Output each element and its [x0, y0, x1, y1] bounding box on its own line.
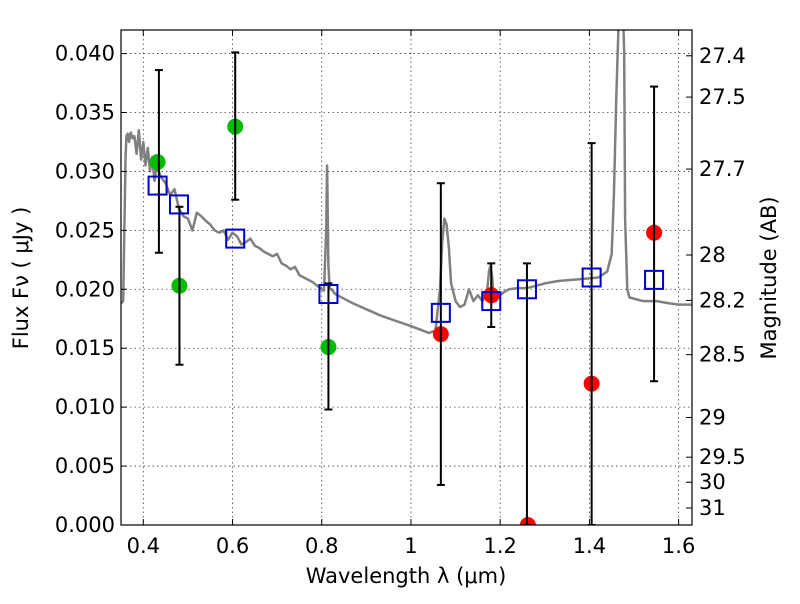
mag-tick-label: 27.7 — [699, 157, 746, 181]
spectrum-line — [121, 30, 692, 335]
model-photometry-square — [644, 269, 665, 290]
mag-tick-label: 30 — [699, 470, 726, 494]
model-photometry-square — [481, 291, 502, 312]
model-photometry-square — [430, 302, 451, 323]
x-tick-label: 1.6 — [662, 534, 695, 558]
x-tick-label: 1 — [404, 534, 417, 558]
y-tick-label: 0.000 — [55, 513, 115, 537]
model-photometry-square — [318, 284, 339, 304]
mag-tick-label: 31 — [699, 496, 726, 520]
x-axis-title: Wavelength λ (μm) — [306, 564, 507, 588]
y-tick-label: 0.025 — [55, 218, 115, 242]
y-tick-label: 0.015 — [55, 336, 115, 360]
mag-tick-label: 28.5 — [699, 343, 746, 367]
x-tick-label: 0.4 — [127, 534, 160, 558]
green-data-point — [149, 154, 166, 170]
y-tick-label: 0.020 — [55, 277, 115, 301]
mag-tick-label: 29 — [699, 406, 726, 430]
mag-tick-label: 28.2 — [699, 288, 746, 312]
y-tick-label: 0.030 — [55, 159, 115, 183]
x-tick-label: 0.6 — [216, 534, 249, 558]
model-photometry-square — [581, 267, 602, 288]
model-photometry-square — [516, 279, 537, 300]
mag-tick-label: 27.5 — [699, 85, 746, 109]
model-photometry-square — [225, 228, 246, 249]
x-tick-label: 0.8 — [305, 534, 338, 558]
model-photometry-square — [168, 194, 189, 215]
mag-tick-label: 28 — [699, 243, 726, 267]
y-tick-label: 0.035 — [55, 101, 115, 125]
y-tick-label: 0.010 — [55, 395, 115, 419]
mag-tick-label: 27.4 — [699, 44, 746, 68]
x-tick-label: 1.4 — [573, 534, 606, 558]
y-axis-title: Flux Fν ( μJy ) — [9, 207, 33, 350]
y-axis-right-title: Magnitude (AB) — [757, 196, 781, 359]
model-photometry-square — [147, 175, 168, 196]
plot-frame — [120, 29, 693, 526]
mag-tick-label: 29.5 — [699, 445, 746, 469]
axes: 0.4 0.6 0.8 1 1.2 1.4 1.6 0.000 0.005 0.010 0.015 0… — [55, 29, 746, 558]
y-tick-label: 0.005 — [55, 454, 115, 478]
y-tick-label: 0.040 — [55, 42, 115, 66]
x-tick-label: 1.2 — [483, 534, 516, 558]
plot-area — [121, 30, 692, 525]
